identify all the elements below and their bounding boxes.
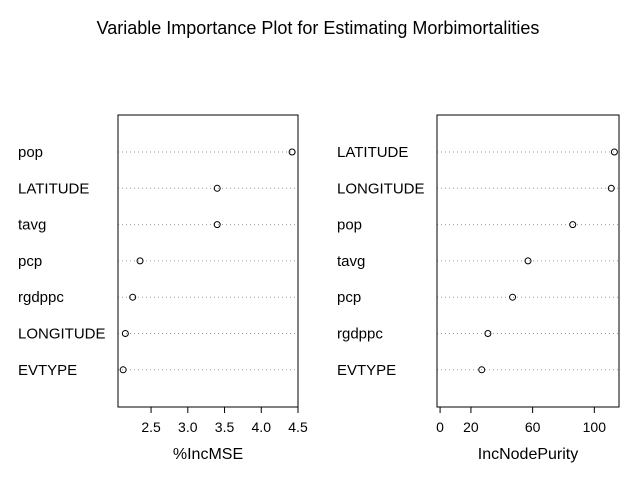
panel-incmse: pop LATITUDE tavg pcp rgdppc LONGITUDE EVTYPE 2… <box>18 114 308 463</box>
incnodepurity-x-tick-label: 60 <box>525 419 541 435</box>
incmse-x-tick-label: 3.5 <box>215 419 235 435</box>
incnodepurity-point <box>509 293 517 301</box>
incnodepurity-row-label: EVTYPE <box>337 362 396 379</box>
incnodepurity-point <box>569 221 577 229</box>
incmse-x-axis-label: %IncMSE <box>173 446 243 463</box>
incnodepurity-x-axis-label: IncNodePurity <box>478 446 579 463</box>
incnodepurity-point <box>610 148 618 156</box>
incnodepurity-row-label: LONGITUDE <box>337 180 425 197</box>
incmse-x-tick-label: 4.0 <box>252 419 272 435</box>
incnodepurity-point <box>478 366 486 374</box>
panel-incnodepurity: LATITUDE LONGITUDE pop tavg pcp rgdppc EVTYPE 0… <box>337 114 620 463</box>
incnodepurity-x-tick-label: 0 <box>436 419 444 435</box>
incmse-x-tick-label: 2.5 <box>141 419 161 435</box>
incmse-row-label: pcp <box>18 253 42 270</box>
incnodepurity-point <box>484 330 492 337</box>
incnodepurity-row-label: rgdppc <box>337 326 383 343</box>
incmse-row-label: pop <box>18 144 43 161</box>
incnodepurity-plot-frame <box>436 114 620 408</box>
incnodepurity-point <box>607 184 615 192</box>
incmse-point <box>129 293 137 301</box>
incmse-row-label: tavg <box>18 217 46 234</box>
incmse-row-label: LONGITUDE <box>18 326 106 343</box>
incmse-point <box>288 148 296 156</box>
figure-title: Variable Importance Plot for Estimating … <box>97 18 540 38</box>
incnodepurity-row-label: pop <box>337 217 362 234</box>
incmse-x-tick-label: 3.0 <box>178 419 198 435</box>
incnodepurity-point <box>524 257 532 265</box>
incmse-x-tick-label: 4.5 <box>288 419 308 435</box>
incmse-point <box>213 184 221 192</box>
incmse-row-label: rgdppc <box>18 289 64 306</box>
incmse-row-label: EVTYPE <box>18 362 77 379</box>
incnodepurity-x-tick-label: 100 <box>583 419 607 435</box>
incnodepurity-row-label: pcp <box>337 289 361 306</box>
incmse-point <box>121 330 129 337</box>
incnodepurity-x-tick-label: 20 <box>463 419 479 435</box>
incnodepurity-row-label: tavg <box>337 253 365 270</box>
incnodepurity-row-label: LATITUDE <box>337 144 408 161</box>
incmse-row-label: LATITUDE <box>18 180 89 197</box>
incmse-point <box>136 257 144 265</box>
incmse-point <box>119 366 127 374</box>
incmse-point <box>213 221 221 229</box>
